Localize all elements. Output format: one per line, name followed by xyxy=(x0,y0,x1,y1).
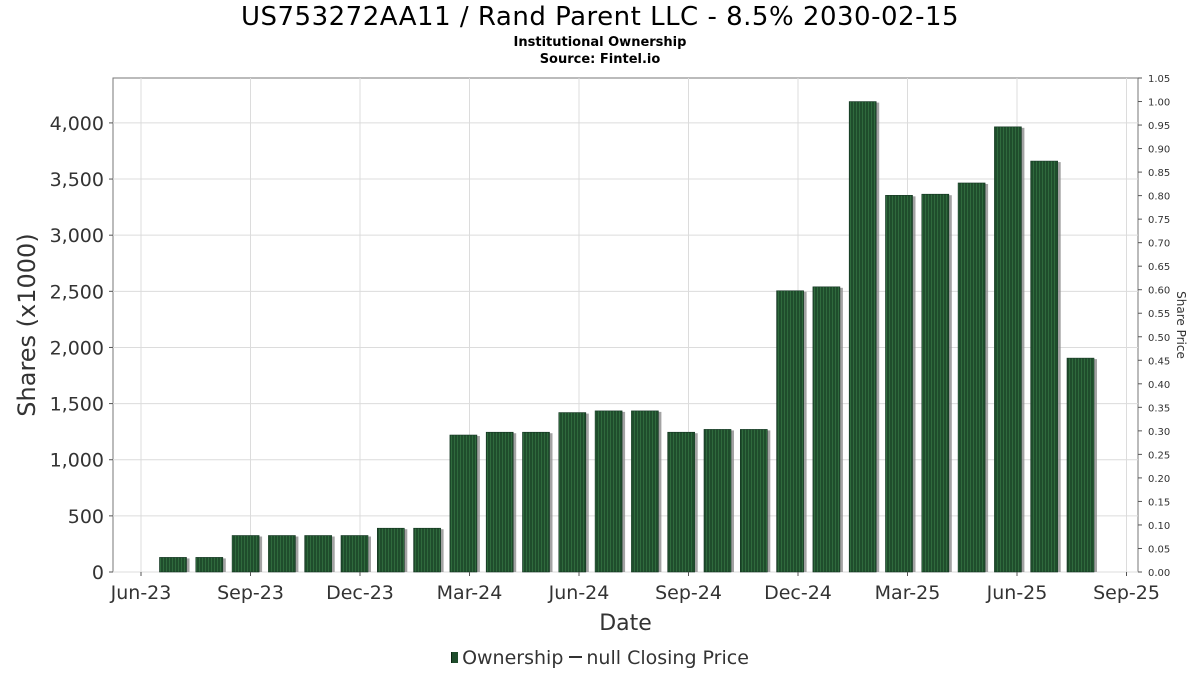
ownership-bar xyxy=(1030,160,1058,573)
ownership-bar xyxy=(485,431,514,573)
ownership-chart: 0 500 1,000 1,500 2,000 2,500 3,000 3,500 4,000 0… xyxy=(13,74,1188,636)
ownership-bar xyxy=(812,286,841,573)
x-tick-label: Jun-25 xyxy=(986,582,1048,604)
x-axis-title: Date xyxy=(599,611,652,636)
price-legend-line xyxy=(569,656,583,658)
y-tick-label: 4,000 xyxy=(50,113,104,135)
y-tick-label: 1,500 xyxy=(50,394,104,416)
y2-tick-label: 0.95 xyxy=(1148,121,1170,132)
y2-tick-label: 0.25 xyxy=(1148,450,1170,461)
y2-tick-label: 0.45 xyxy=(1148,356,1170,367)
ownership-bar xyxy=(268,535,296,573)
y-tick-label: 3,500 xyxy=(50,169,104,191)
x-tick-label: Jun-24 xyxy=(548,582,610,604)
y2-tick-label: 0.30 xyxy=(1148,427,1170,438)
y2-tick-label: 0.75 xyxy=(1148,215,1170,226)
ownership-bar xyxy=(594,410,623,573)
chart-source: Source: Fintel.io xyxy=(539,52,661,67)
ownership-bar xyxy=(631,410,659,573)
ownership-bar xyxy=(885,195,913,573)
y2-tick-label: 1.05 xyxy=(1148,74,1170,85)
ownership-bar xyxy=(1066,357,1095,573)
y2-tick-label: 0.50 xyxy=(1148,333,1170,344)
ownership-bar xyxy=(921,193,950,573)
y-tick-label: 0 xyxy=(92,562,104,584)
y2-tick-label: 0.10 xyxy=(1148,521,1170,532)
y2-tick-label: 0.00 xyxy=(1148,568,1170,579)
ownership-bar xyxy=(159,557,187,573)
ownership-bar xyxy=(667,431,696,573)
y2-tick-label: 0.20 xyxy=(1148,474,1170,485)
y-tick-label: 2,500 xyxy=(50,281,104,303)
ownership-legend-swatch xyxy=(451,652,459,663)
y2-tick-label: 0.65 xyxy=(1148,262,1170,273)
ownership-bar xyxy=(957,182,986,573)
y2-axis-title: Share Price xyxy=(1174,291,1188,359)
y2-tick-label: 0.05 xyxy=(1148,544,1170,555)
x-tick-label: Mar-24 xyxy=(437,582,503,604)
ownership-bar xyxy=(195,557,224,573)
y-axis-title: Shares (x1000) xyxy=(13,233,41,416)
ownership-bar xyxy=(848,101,877,573)
x-tick-label: Mar-25 xyxy=(875,582,941,604)
x-tick-label: Dec-23 xyxy=(326,582,394,604)
ownership-bar xyxy=(522,431,550,573)
ownership-bar xyxy=(558,412,587,573)
ownership-bar xyxy=(304,535,333,573)
price-legend-label: null Closing Price xyxy=(586,647,749,669)
ownership-bar xyxy=(776,290,804,573)
chart-subtitle: Institutional Ownership xyxy=(513,35,687,50)
y-tick-label: 500 xyxy=(68,506,104,528)
y2-tick-label: 0.40 xyxy=(1148,380,1170,391)
chart-legend: Ownership null Closing Price xyxy=(0,647,1200,669)
x-tick-label: Sep-23 xyxy=(217,582,284,604)
y2-tick-label: 0.80 xyxy=(1148,192,1170,203)
x-tick-label: Sep-24 xyxy=(655,582,722,604)
y2-tick-label: 1.00 xyxy=(1148,98,1170,109)
y2-tick-label: 0.55 xyxy=(1148,309,1170,320)
ownership-bar xyxy=(340,535,369,573)
x-tick-label: Dec-24 xyxy=(764,582,832,604)
y2-tick-label: 0.60 xyxy=(1148,286,1170,297)
ownership-bar xyxy=(231,535,260,573)
y2-tick-label: 0.70 xyxy=(1148,239,1170,250)
ownership-bar xyxy=(739,429,768,573)
x-tick-label: Sep-25 xyxy=(1093,582,1160,604)
x-tick-label: Jun-23 xyxy=(110,582,172,604)
y2-tick-label: 0.85 xyxy=(1148,168,1170,179)
ownership-bar xyxy=(449,434,478,573)
y-tick-label: 2,000 xyxy=(50,337,104,359)
ownership-bar xyxy=(413,527,441,573)
ownership-bar xyxy=(376,527,405,573)
ownership-bar xyxy=(994,126,1022,573)
ownership-legend-label: Ownership xyxy=(462,647,564,669)
y2-tick-label: 0.90 xyxy=(1148,145,1170,156)
y-tick-label: 3,000 xyxy=(50,225,104,247)
y-tick-label: 1,000 xyxy=(50,450,104,472)
ownership-bar xyxy=(703,429,732,573)
y2-tick-label: 0.35 xyxy=(1148,403,1170,414)
y2-tick-label: 0.15 xyxy=(1148,497,1170,508)
chart-title: US753272AA11 / Rand Parent LLC - 8.5% 20… xyxy=(240,2,960,32)
